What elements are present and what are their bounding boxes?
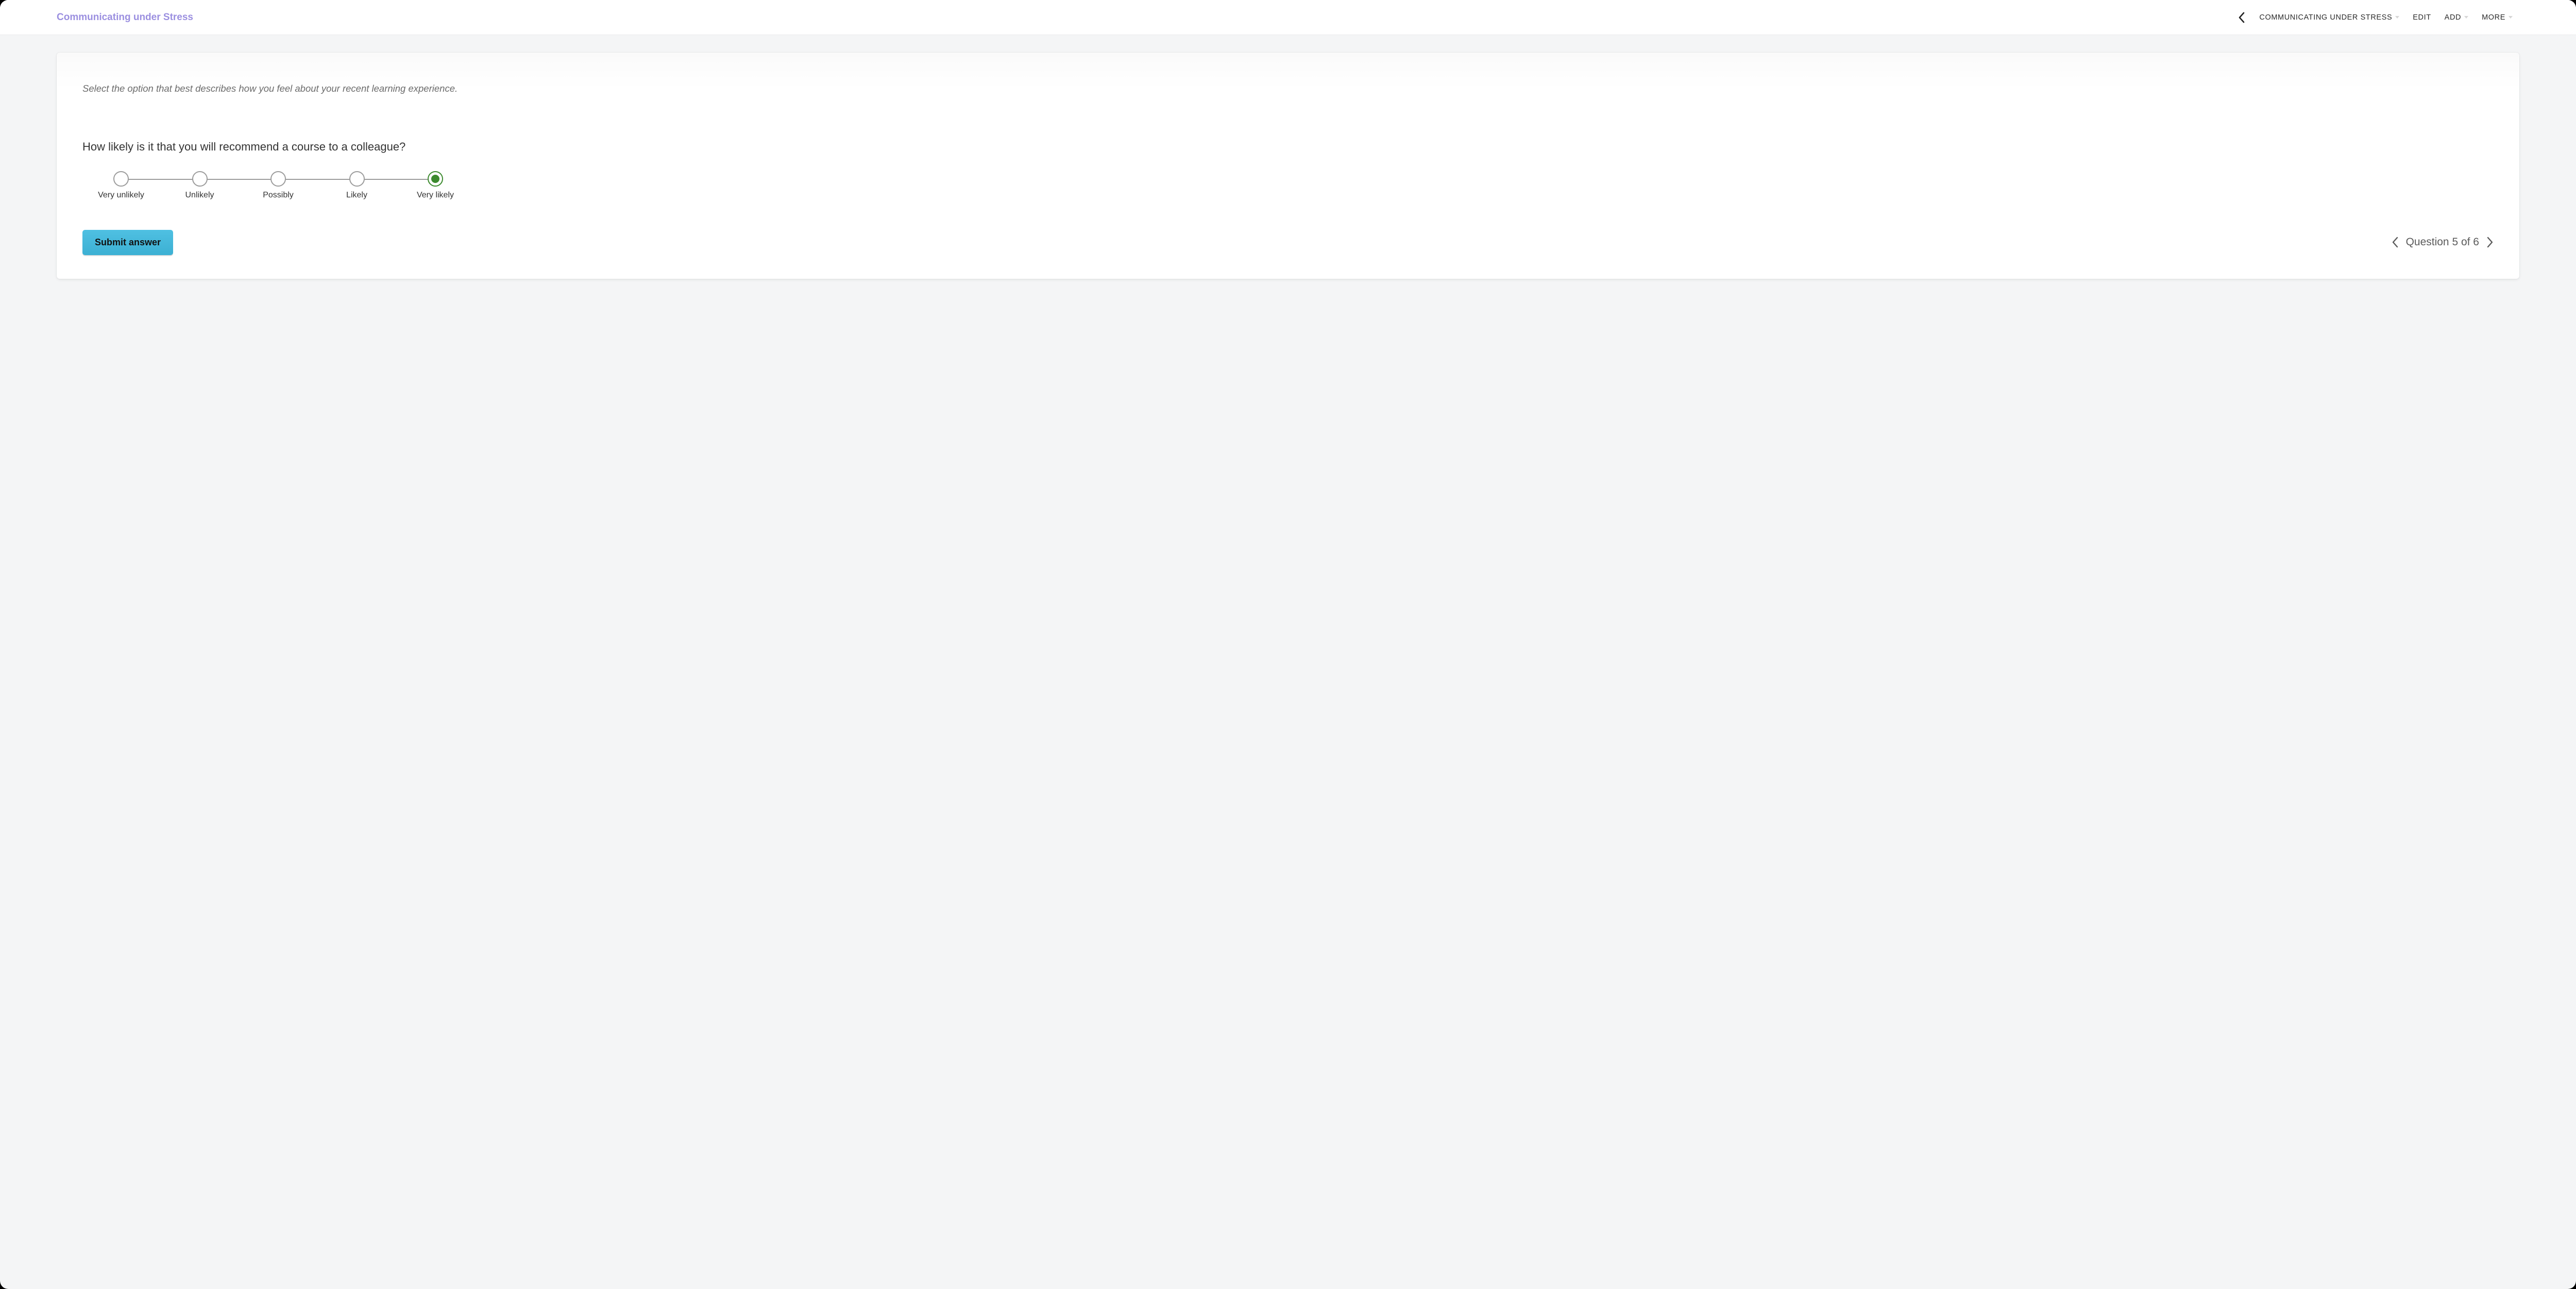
likert-option-possibly[interactable]: Possibly [255, 171, 301, 200]
content-area: Select the option that best describes ho… [0, 35, 2576, 310]
nav-breadcrumb[interactable]: COMMUNICATING UNDER STRESS [2259, 13, 2399, 22]
likert-radio [113, 171, 129, 187]
instruction-text: Select the option that best describes ho… [82, 81, 2494, 96]
app-viewport: Communicating under Stress COMMUNICATING… [0, 0, 2576, 1289]
back-button[interactable] [2238, 11, 2246, 24]
likert-label: Very likely [417, 191, 454, 200]
chevron-down-icon [2509, 16, 2513, 19]
likert-option-likely[interactable]: Likely [334, 171, 380, 200]
chevron-down-icon [2464, 16, 2468, 19]
pager-text: Question 5 of 6 [2406, 236, 2479, 248]
likert-label: Unlikely [185, 191, 214, 200]
nav-more[interactable]: MORE [2482, 13, 2513, 22]
page-title: Communicating under Stress [57, 12, 193, 23]
likert-option-unlikely[interactable]: Unlikely [177, 171, 223, 200]
question-text: How likely is it that you will recommend… [82, 140, 2494, 154]
pager-prev-button[interactable] [2392, 237, 2399, 248]
question-card: Select the option that best describes ho… [57, 53, 2519, 279]
top-nav: COMMUNICATING UNDER STRESS EDIT ADD MORE [2238, 11, 2562, 24]
nav-add-label: ADD [2445, 13, 2461, 22]
nav-edit-label: EDIT [2413, 13, 2431, 22]
likert-option-very-likely[interactable]: Very likely [412, 171, 459, 200]
nav-breadcrumb-label: COMMUNICATING UNDER STRESS [2259, 13, 2392, 22]
nav-add[interactable]: ADD [2445, 13, 2468, 22]
submit-answer-button[interactable]: Submit answer [82, 230, 173, 255]
likert-option-very-unlikely[interactable]: Very unlikely [98, 171, 144, 200]
chevron-down-icon [2395, 16, 2399, 19]
chevron-right-icon [2486, 237, 2494, 248]
chevron-left-icon [2238, 11, 2246, 24]
nav-more-label: MORE [2482, 13, 2505, 22]
likert-radio [270, 171, 286, 187]
likert-label: Likely [346, 191, 367, 200]
card-footer: Submit answer Question 5 of 6 [82, 230, 2494, 255]
question-pager: Question 5 of 6 [2392, 236, 2494, 248]
pager-next-button[interactable] [2486, 237, 2494, 248]
likert-options: Very unlikely Unlikely Possibly Likely [98, 171, 459, 200]
top-bar: Communicating under Stress COMMUNICATING… [0, 0, 2576, 35]
likert-radio-selected [428, 171, 443, 187]
chevron-left-icon [2392, 237, 2399, 248]
likert-radio [192, 171, 208, 187]
likert-radio [349, 171, 365, 187]
nav-edit[interactable]: EDIT [2413, 13, 2431, 22]
likert-scale: Very unlikely Unlikely Possibly Likely [98, 171, 459, 200]
likert-label: Very unlikely [98, 191, 144, 200]
likert-label: Possibly [263, 191, 294, 200]
